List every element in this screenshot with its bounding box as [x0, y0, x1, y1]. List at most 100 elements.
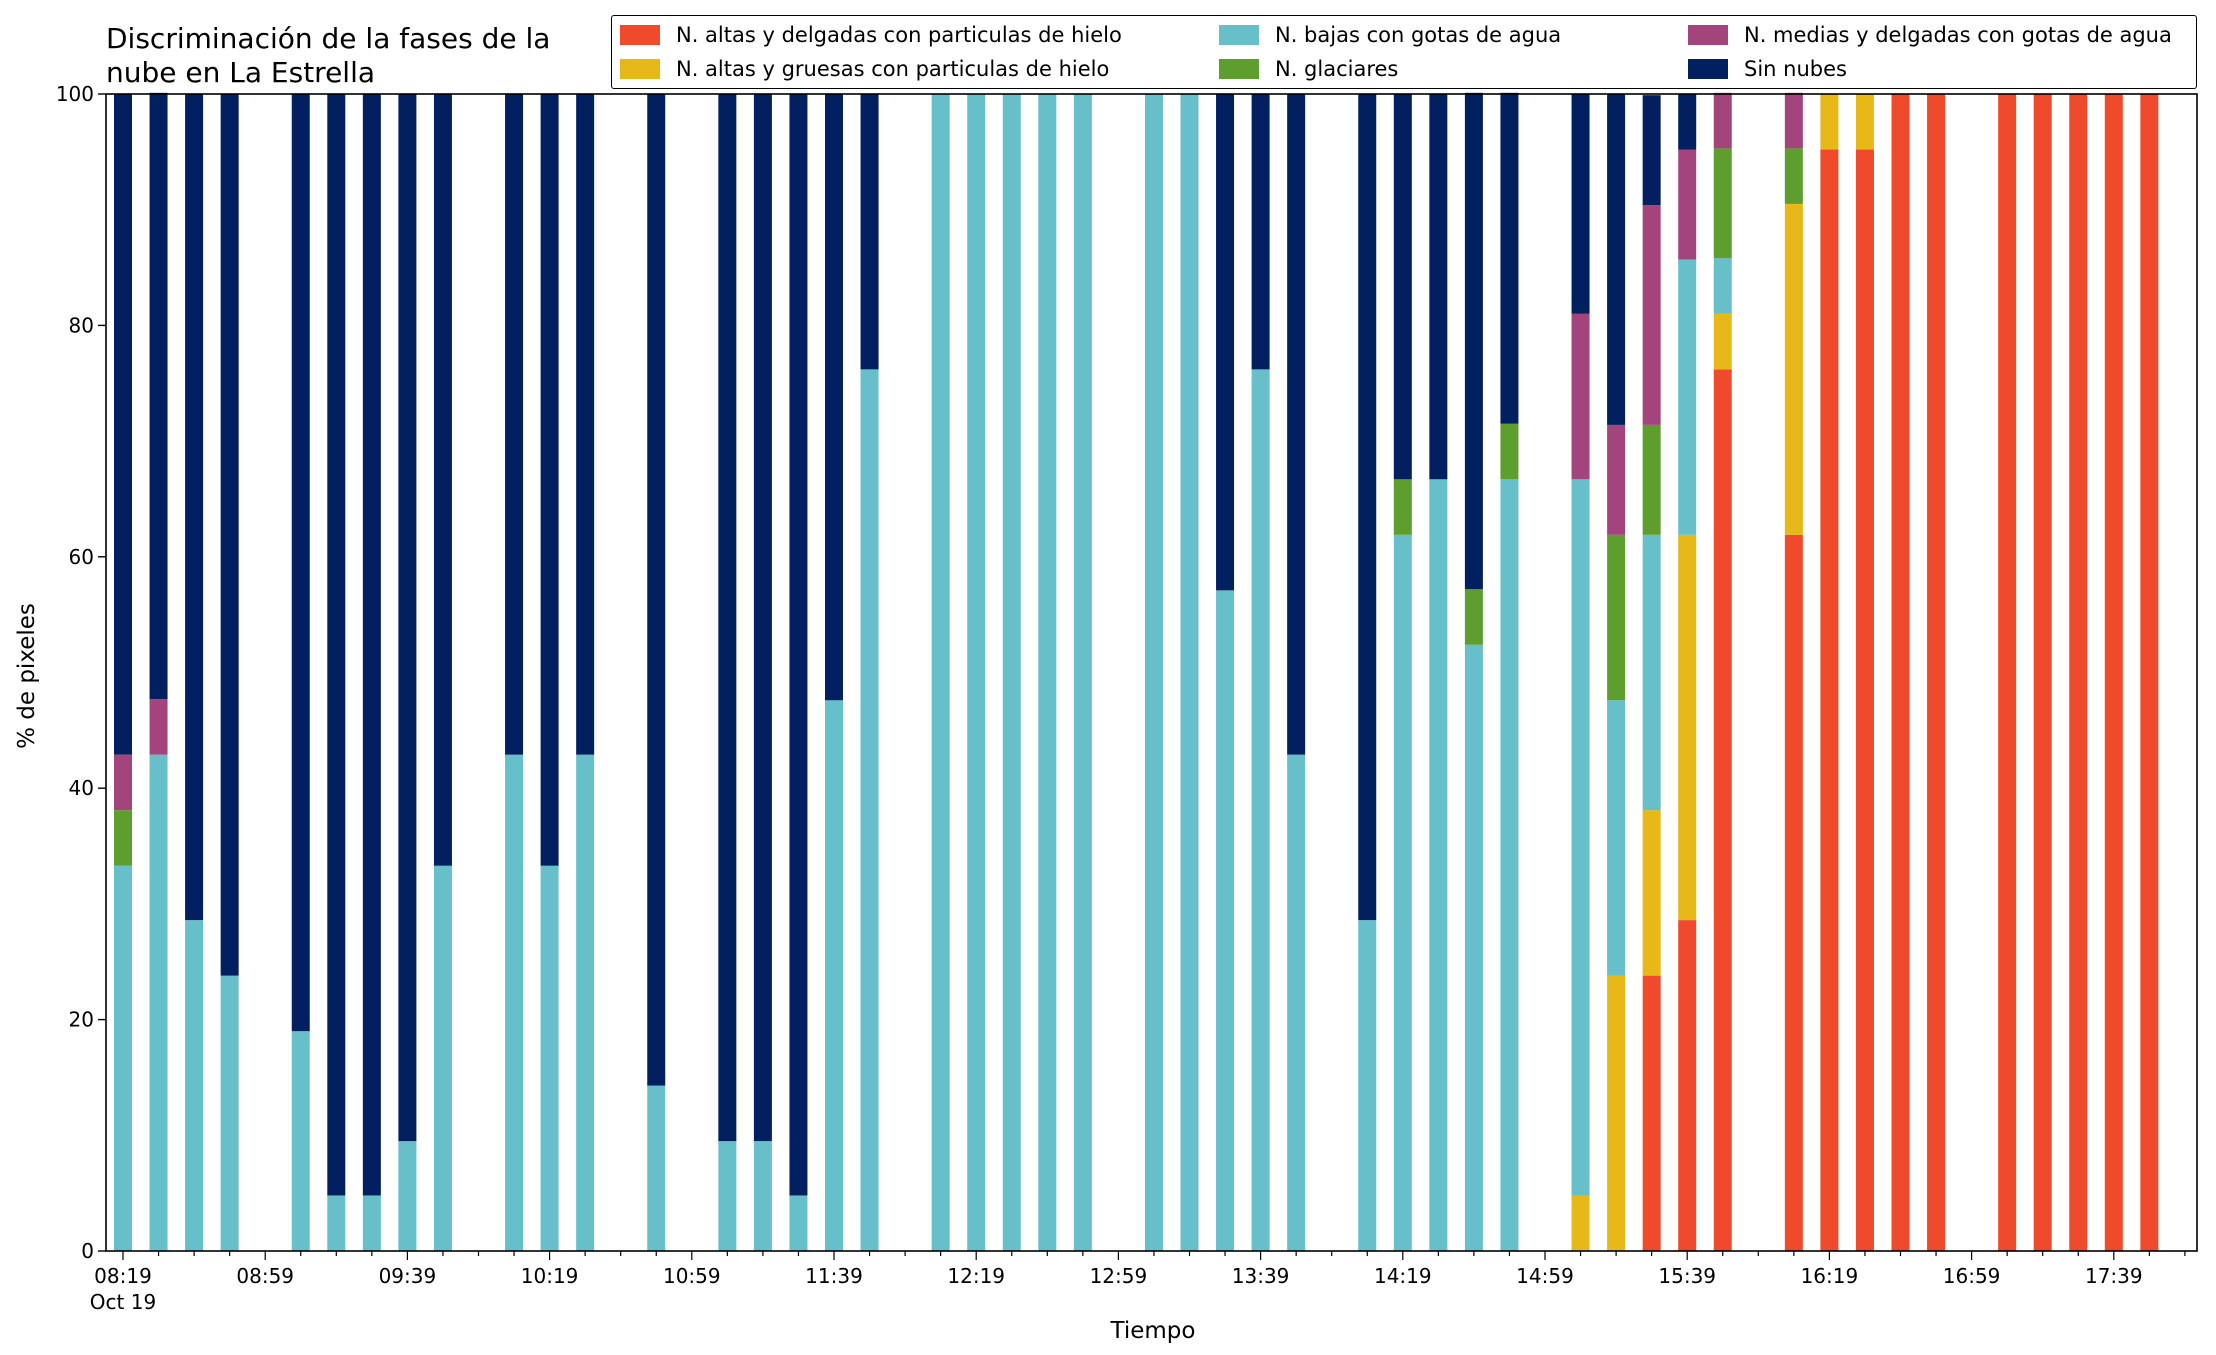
bar-segment — [1678, 149, 1697, 260]
bar-segment — [540, 94, 559, 866]
bar-segment — [1571, 1195, 1590, 1251]
bar-segment — [718, 1141, 737, 1251]
bar-segment — [1607, 424, 1626, 535]
bars-group — [114, 92, 2159, 1251]
x-tick-label: 14:19 — [1374, 1264, 1432, 1288]
bar-segment — [114, 810, 132, 866]
bar-segment — [1251, 369, 1270, 1251]
bar-segment — [114, 865, 132, 1251]
y-tick-label: 60 — [69, 545, 94, 569]
bar-segment — [362, 94, 381, 1196]
bar-segment — [931, 94, 950, 1251]
legend-swatch — [1688, 25, 1728, 45]
y-tick-label: 20 — [69, 1008, 94, 1032]
bar-segment — [1820, 94, 1839, 150]
bar-segment — [149, 754, 168, 1251]
bar-segment — [1642, 424, 1661, 535]
bar-segment — [753, 94, 772, 1142]
bar-segment — [1607, 534, 1626, 701]
bar-segment — [1429, 479, 1448, 1251]
bar-segment — [1607, 975, 1626, 1251]
x-tick-sublabel: Oct 19 — [90, 1290, 156, 1314]
bar-segment — [185, 920, 204, 1251]
bar-segment — [1144, 94, 1163, 1251]
bar-segment — [1571, 313, 1590, 480]
bar-segment — [1500, 479, 1519, 1251]
bar-segment — [1642, 205, 1661, 425]
bar-segment — [398, 1141, 417, 1251]
bar-segment — [1607, 700, 1626, 976]
bar-segment — [362, 1195, 381, 1251]
bar-segment — [576, 94, 595, 755]
bar-segment — [185, 94, 204, 921]
legend-label: Sin nubes — [1744, 57, 1847, 81]
legend-swatch — [620, 25, 660, 45]
bar-segment — [1393, 534, 1412, 1251]
legend-label: N. altas y gruesas con particulas de hie… — [676, 57, 1110, 81]
bar-segment — [327, 94, 346, 1196]
bar-segment — [1038, 94, 1057, 1251]
x-tick-label: 15:39 — [1658, 1264, 1716, 1288]
bar-segment — [1464, 644, 1483, 1251]
legend-label: N. glaciares — [1275, 57, 1399, 81]
bar-segment — [1678, 920, 1697, 1251]
y-tick-label: 0 — [81, 1239, 94, 1263]
bar-segment — [1642, 810, 1661, 976]
bar-segment — [1358, 920, 1377, 1251]
bar-segment — [1358, 94, 1377, 921]
legend-label: N. bajas con gotas de agua — [1275, 23, 1562, 47]
bar-segment — [1464, 92, 1483, 590]
y-tick-label: 40 — [69, 776, 94, 800]
bar-segment — [327, 1195, 346, 1251]
bar-segment — [1713, 258, 1732, 314]
legend-swatch — [1219, 25, 1259, 45]
legend-swatch — [620, 59, 660, 79]
legend-item: N. bajas con gotas de agua — [1219, 20, 1561, 50]
x-tick-label: 11:39 — [805, 1264, 863, 1288]
bar-segment — [505, 754, 524, 1251]
bar-segment — [1642, 975, 1661, 1251]
bar-segment — [1287, 754, 1306, 1251]
bar-segment — [576, 754, 595, 1251]
x-tick-label: 09:39 — [379, 1264, 437, 1288]
x-tick-label: 17:39 — [2085, 1264, 2143, 1288]
bar-segment — [149, 92, 168, 700]
legend-item: N. medias y delgadas con gotas de agua — [1688, 20, 2172, 50]
bar-segment — [2140, 94, 2159, 1251]
bar-segment — [1393, 94, 1412, 480]
bar-segment — [2104, 94, 2123, 1251]
bar-segment — [1073, 94, 1092, 1251]
bar-segment — [789, 94, 808, 1196]
bar-segment — [860, 94, 879, 370]
bar-segment — [433, 94, 452, 866]
bar-segment — [1713, 369, 1732, 1251]
bar-segment — [825, 700, 843, 1251]
bar-segment — [1713, 313, 1732, 370]
bar-segment — [540, 865, 559, 1251]
bar-segment — [1998, 94, 2017, 1251]
x-tick-label: 08:19 — [94, 1264, 152, 1288]
legend-item: N. altas y gruesas con particulas de hie… — [620, 54, 1109, 84]
y-tick-label: 80 — [69, 313, 94, 337]
bar-segment — [860, 369, 879, 1251]
x-tick-label: 16:59 — [1943, 1264, 2001, 1288]
bar-segment — [291, 1031, 310, 1251]
bar-segment — [967, 94, 986, 1251]
bar-segment — [2033, 94, 2052, 1251]
bar-segment — [1855, 94, 1874, 150]
legend-label: N. medias y delgadas con gotas de agua — [1744, 23, 2172, 47]
bar-segment — [398, 94, 417, 1142]
bar-segment — [1642, 95, 1661, 206]
bar-segment — [1429, 94, 1448, 480]
bar-segment — [1678, 94, 1697, 150]
bar-segment — [220, 975, 239, 1251]
bar-segment — [1678, 534, 1697, 921]
bar-segment — [718, 94, 737, 1142]
bar-segment — [220, 94, 239, 976]
bar-segment — [1216, 94, 1235, 591]
bar-segment — [1571, 479, 1590, 1196]
bar-segment — [114, 754, 132, 811]
bar-segment — [1500, 423, 1519, 480]
bar-segment — [753, 1141, 772, 1251]
